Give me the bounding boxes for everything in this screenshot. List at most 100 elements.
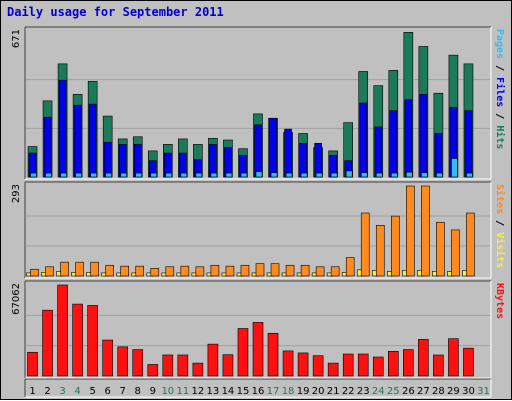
x-tick-label: 1 xyxy=(29,386,35,397)
kbytes-bar-kbytes xyxy=(117,346,129,377)
hits-files-pages-bar-pages xyxy=(30,172,37,178)
kbytes-bar-kbytes xyxy=(387,351,399,377)
x-tick-label: 19 xyxy=(297,386,310,397)
sites-visits-bar-sites xyxy=(345,257,355,277)
hits-files-pages-bar-pages xyxy=(90,172,97,178)
hits-files-pages-bar-pages xyxy=(255,171,263,178)
x-tick-label: 9 xyxy=(150,386,156,397)
hits-files-pages-bar-pages xyxy=(210,172,218,178)
x-tick-label: 14 xyxy=(222,386,235,397)
kbytes-legend: KBytes xyxy=(494,283,505,319)
sites-visits-bar-sites xyxy=(45,266,54,277)
hits-files-pages-bar-files xyxy=(299,142,307,178)
x-tick-label: 16 xyxy=(252,386,265,397)
hits-files-pages-bar-files xyxy=(133,144,142,178)
sites-visits-bar-sites xyxy=(375,225,385,277)
sites-visits-bar-sites xyxy=(180,265,190,277)
sites-visits-bar-sites xyxy=(421,185,430,277)
hits-files-pages-bar-files xyxy=(224,147,232,178)
kbytes-bar-kbytes xyxy=(57,284,68,377)
hits-files-pages-bar-files xyxy=(359,102,368,178)
hits-files-pages-legend: Pages / Files / Hits xyxy=(494,29,506,149)
sites-visits-bar-sites xyxy=(315,266,325,277)
sites-visits-bar-sites xyxy=(135,265,145,277)
hits-files-pages-bar-pages xyxy=(105,172,112,178)
hits-files-pages-bar-pages xyxy=(150,172,158,178)
kbytes-bar-kbytes xyxy=(463,347,474,377)
kbytes-bar-kbytes xyxy=(72,303,83,377)
hits-files-pages-bar-files xyxy=(103,141,112,178)
hits-files-pages-bar-files xyxy=(88,103,97,178)
hits-files-pages-bar-pages xyxy=(240,172,248,178)
x-tick-label: 24 xyxy=(372,386,385,397)
sites-visits-bar-sites xyxy=(30,268,39,277)
kbytes-bar-kbytes xyxy=(192,362,204,377)
legend-item: Hits xyxy=(494,125,506,149)
hits-files-pages-bar-pages xyxy=(285,172,293,178)
kbytes-bar-kbytes xyxy=(177,354,189,377)
sites-visits-bar-sites xyxy=(300,264,310,277)
sites-visits-bar-sites xyxy=(225,265,235,277)
kbytes-bar-kbytes xyxy=(448,338,459,377)
sites-visits-bar-sites xyxy=(120,265,130,277)
sites-visits-bar-sites xyxy=(210,264,220,277)
hits-files-pages-bar-pages xyxy=(390,172,398,178)
hits-files-pages-bar-files xyxy=(464,110,473,178)
x-tick-label: 4 xyxy=(74,386,80,397)
hits-files-pages-bar-files xyxy=(404,99,413,178)
hits-files-pages-bar-files xyxy=(58,79,67,178)
legend-item: Visits xyxy=(494,232,506,268)
hits-files-pages-bar-pages xyxy=(180,172,188,178)
sites-visits-bar-sites xyxy=(436,221,445,277)
kbytes-bar-kbytes xyxy=(403,349,414,377)
x-tick-label: 29 xyxy=(447,386,460,397)
hits-files-pages-bar-pages xyxy=(60,172,67,178)
legend-item: Sites xyxy=(494,184,506,214)
hits-files-pages-bar-pages xyxy=(75,172,82,178)
x-tick-label: 5 xyxy=(89,386,95,397)
legend-item: Files xyxy=(494,77,506,107)
kbytes-bar-kbytes xyxy=(372,356,384,377)
hits-files-pages-bar-pages xyxy=(120,172,128,178)
legend-separator: / xyxy=(494,214,505,232)
kbytes-bar-kbytes xyxy=(357,353,369,377)
sites-visits-bar-sites xyxy=(105,264,114,277)
hits-files-pages-bar-files xyxy=(43,116,52,178)
hits-files-pages-bar-pages xyxy=(406,171,413,178)
hits-files-pages-ymax-label: 671 xyxy=(11,29,22,48)
hits-files-pages-bar-files xyxy=(284,128,292,178)
chart-title: Daily usage for September 2011 xyxy=(7,5,224,19)
hits-files-pages-bar-pages xyxy=(135,172,143,178)
hits-files-pages-bar-pages xyxy=(300,172,308,178)
hits-files-pages-bar-files xyxy=(374,126,383,178)
x-tick-label: 25 xyxy=(387,386,400,397)
kbytes-bar-kbytes xyxy=(132,349,144,377)
x-tick-label: 12 xyxy=(192,386,205,397)
legend-separator: / xyxy=(494,107,505,125)
hits-files-pages-bar-pages xyxy=(466,172,473,178)
x-tick-label: 6 xyxy=(104,386,110,397)
hits-files-pages-bar-pages xyxy=(270,172,278,178)
x-tick-label: 17 xyxy=(267,386,280,397)
sites-visits-bar-sites xyxy=(165,266,175,277)
hits-files-pages-bar-files xyxy=(254,124,262,178)
sites-visits-legend: Sites / Visits xyxy=(494,184,506,268)
sites-visits-bar-sites xyxy=(195,266,205,277)
sites-visits-bar-sites xyxy=(330,266,340,277)
hits-files-pages-bar-pages xyxy=(195,172,203,178)
x-tick-label: 30 xyxy=(462,386,475,397)
kbytes-ymax-label: 67062 xyxy=(11,283,22,315)
x-tick-label: 21 xyxy=(327,386,340,397)
kbytes-bar-kbytes xyxy=(252,322,264,377)
legend-separator: / xyxy=(494,59,505,77)
sites-visits-bar-sites xyxy=(406,185,415,277)
hits-files-pages-bar-files xyxy=(118,144,127,178)
kbytes-bar-kbytes xyxy=(27,351,38,377)
kbytes-bar-kbytes xyxy=(237,328,249,377)
kbytes-bar-kbytes xyxy=(342,353,354,377)
hits-files-pages-bar-files xyxy=(314,142,322,178)
hits-files-pages-bar-pages xyxy=(421,172,428,178)
x-tick-label: 10 xyxy=(161,386,174,397)
kbytes-bar-kbytes xyxy=(267,332,279,377)
